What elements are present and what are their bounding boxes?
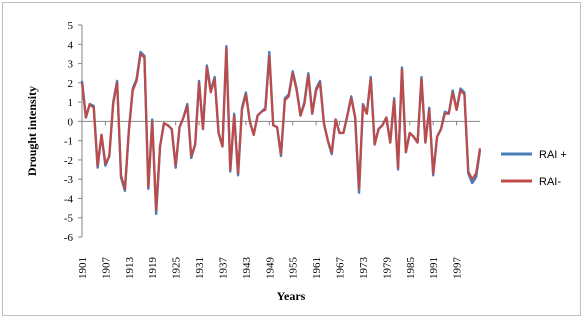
- y-axis-ticks: 5 4 3 2 1 0 -1 -2 -3 -4 -5 -6: [64, 20, 82, 244]
- x-tick-label: 1967: [335, 257, 347, 280]
- x-tick-label: 1925: [171, 257, 183, 280]
- x-tick-label: 1961: [311, 257, 323, 279]
- y-tick-label: -3: [64, 174, 74, 186]
- x-tick-label: 1943: [241, 257, 253, 280]
- y-tick-label: 3: [68, 59, 74, 71]
- y-tick-label: 2: [68, 78, 74, 90]
- x-tick-label: 1913: [124, 257, 136, 280]
- y-tick-label: 1: [68, 97, 74, 109]
- y-tick-label: -2: [64, 155, 73, 167]
- x-tick-label: 1997: [452, 257, 464, 280]
- y-tick-label: 0: [68, 116, 74, 128]
- x-tick-label: 1919: [147, 257, 159, 280]
- y-tick-label: 4: [68, 39, 74, 51]
- x-tick-label: 1973: [358, 257, 370, 280]
- y-tick-label: -1: [64, 136, 73, 148]
- series-line-2: [80, 47, 482, 212]
- x-tick-label: 1937: [217, 257, 229, 280]
- y-axis-title: Drought intensity: [25, 86, 39, 176]
- x-tick-label: 1931: [194, 257, 206, 279]
- x-tick-label: 1991: [428, 257, 440, 279]
- x-tick-label: 1985: [405, 257, 417, 280]
- x-tick-label: 1979: [381, 257, 393, 280]
- y-tick-label: 5: [68, 20, 74, 32]
- y-tick-label: -4: [64, 193, 74, 205]
- y-tick-label: -5: [64, 213, 74, 225]
- x-axis-ticks: 1901 1907 1913 1919 1925 1931 1937 1943 1949 1955…: [77, 121, 464, 279]
- legend: RAI + RAI-: [501, 149, 567, 188]
- legend-label-2: RAI-: [539, 176, 561, 188]
- x-tick-label: 1955: [288, 257, 300, 280]
- y-tick-label: -6: [64, 232, 74, 244]
- legend-label-1: RAI +: [539, 149, 567, 161]
- x-axis-title: Years: [277, 289, 306, 303]
- x-tick-label: 1907: [100, 257, 112, 280]
- x-tick-label: 1949: [264, 257, 276, 280]
- series-line-1: [80, 45, 482, 216]
- series-layer: [80, 45, 482, 216]
- x-tick-label: 1901: [77, 257, 89, 279]
